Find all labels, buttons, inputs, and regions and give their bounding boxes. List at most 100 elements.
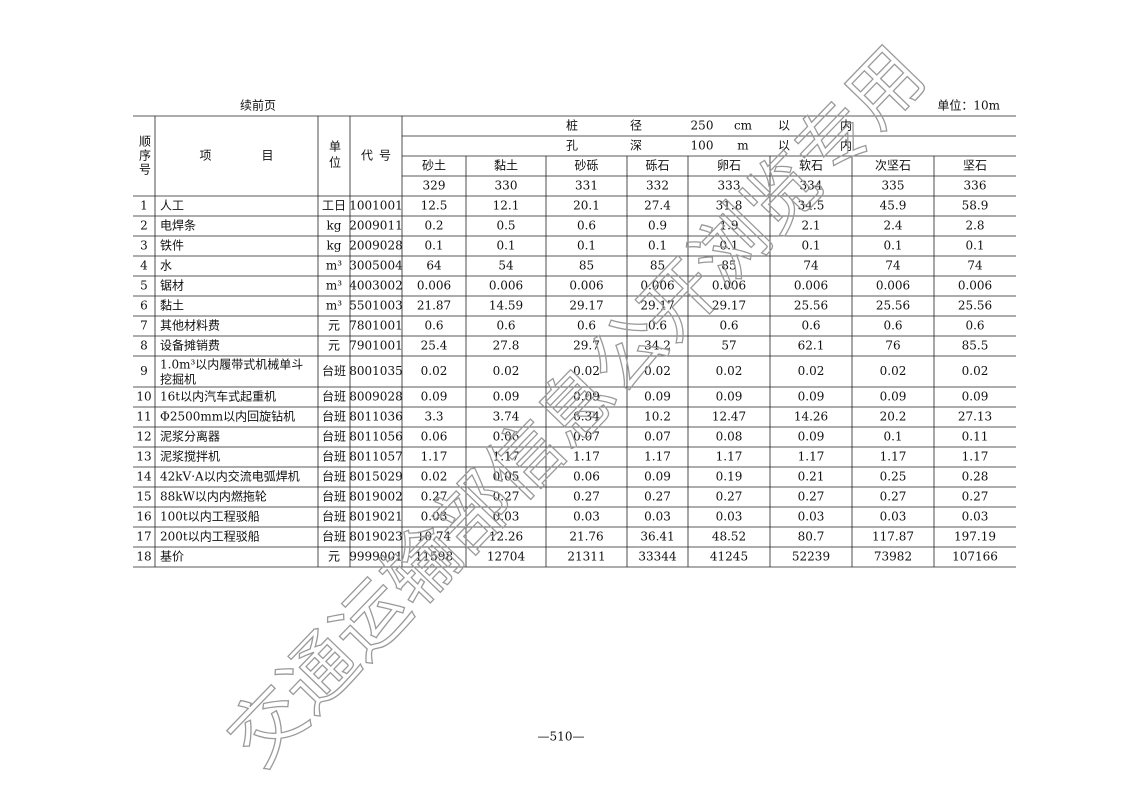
cell: 29.7 bbox=[573, 339, 600, 353]
cell: 29.17 bbox=[712, 299, 746, 313]
cell: 25.56 bbox=[958, 299, 992, 313]
cell-seq: 13 bbox=[136, 450, 151, 464]
cell: 5501003 bbox=[349, 299, 402, 313]
cell: 0.02 bbox=[798, 364, 825, 378]
cell: 0.02 bbox=[573, 364, 600, 378]
cell: 29.17 bbox=[569, 299, 603, 313]
cell: 8019002 bbox=[349, 490, 402, 504]
cell-item: 基价 bbox=[160, 550, 184, 564]
cell: 0.27 bbox=[962, 490, 989, 504]
cell: 0.07 bbox=[644, 430, 671, 444]
cell: 48.52 bbox=[712, 530, 746, 544]
cell: 0.02 bbox=[716, 364, 743, 378]
cell-item: 泥浆搅拌机 bbox=[160, 449, 220, 464]
cell: 25.4 bbox=[421, 339, 448, 353]
cell-item: 黏土 bbox=[160, 299, 184, 313]
cell: 0.27 bbox=[644, 490, 671, 504]
cell: 64 bbox=[426, 259, 442, 273]
cell: 0.09 bbox=[644, 470, 671, 484]
column-header: 次坚石 bbox=[875, 159, 911, 173]
cell-seq: 6 bbox=[140, 299, 148, 313]
cell: 0.09 bbox=[962, 390, 989, 404]
cell: 21.87 bbox=[417, 299, 451, 313]
cell: 25.56 bbox=[794, 299, 828, 313]
cell: 62.1 bbox=[798, 339, 825, 353]
cell-seq: 5 bbox=[140, 279, 148, 293]
cell: 45.9 bbox=[880, 199, 907, 213]
cell: 12.26 bbox=[489, 530, 523, 544]
cell-seq: 16 bbox=[136, 510, 151, 524]
cell: 0.09 bbox=[798, 430, 825, 444]
cell: 0.03 bbox=[962, 510, 989, 524]
cell: 0.02 bbox=[880, 364, 907, 378]
cell: 4003002 bbox=[349, 279, 402, 293]
cell: 25.56 bbox=[876, 299, 910, 313]
cell: 2009011 bbox=[349, 219, 402, 233]
span-header: 内 bbox=[840, 139, 852, 153]
cell: 2.1 bbox=[801, 219, 820, 233]
column-header: 砂砾 bbox=[574, 159, 598, 173]
cell: 0.6 bbox=[577, 319, 596, 333]
column-code: 332 bbox=[646, 179, 669, 193]
cell: 0.11 bbox=[962, 430, 989, 444]
cell: 0.6 bbox=[648, 319, 667, 333]
span-header: 以 bbox=[778, 139, 790, 153]
cell: 0.006 bbox=[640, 279, 674, 293]
cell: 27.8 bbox=[493, 339, 520, 353]
cell: 74 bbox=[803, 259, 819, 273]
cell: 0.1 bbox=[424, 239, 443, 253]
cell: 21311 bbox=[567, 550, 605, 564]
cell-item: 人工 bbox=[160, 199, 184, 213]
cell: 0.09 bbox=[798, 390, 825, 404]
cell: 1.17 bbox=[573, 450, 600, 464]
cell: 0.1 bbox=[965, 239, 984, 253]
cell: 0.6 bbox=[577, 219, 596, 233]
cell: 20.1 bbox=[573, 199, 600, 213]
cell: 0.03 bbox=[798, 510, 825, 524]
cell-item: 泥浆分离器 bbox=[160, 429, 220, 444]
cell: 2.8 bbox=[965, 219, 984, 233]
cell: 12.5 bbox=[421, 199, 448, 213]
cell: 0.006 bbox=[876, 279, 910, 293]
cell: 8001035 bbox=[349, 364, 402, 378]
cell: 0.06 bbox=[573, 470, 600, 484]
cell: 6.34 bbox=[573, 410, 600, 424]
span-header: 孔 bbox=[566, 139, 578, 153]
cell: 54 bbox=[498, 259, 514, 273]
cell-item: 其他材料费 bbox=[160, 319, 220, 333]
cell: 元 bbox=[328, 319, 340, 333]
cell-seq: 9 bbox=[140, 364, 148, 378]
cell: 0.1 bbox=[883, 239, 902, 253]
cell-seq: 17 bbox=[136, 530, 151, 544]
cell: 0.09 bbox=[716, 390, 743, 404]
cell: 197.19 bbox=[954, 530, 996, 544]
cell: 台班 bbox=[322, 509, 346, 524]
cell: 台班 bbox=[322, 449, 346, 464]
column-code: 336 bbox=[964, 179, 987, 193]
cell: 0.06 bbox=[421, 430, 448, 444]
cell: 1.17 bbox=[962, 450, 989, 464]
cell: 20.2 bbox=[880, 410, 907, 424]
cell: 117.87 bbox=[872, 530, 914, 544]
cell-item: 水 bbox=[160, 259, 172, 273]
cell: 85.5 bbox=[962, 339, 989, 353]
cell: 台班 bbox=[322, 469, 346, 484]
cell: 0.1 bbox=[801, 239, 820, 253]
cell: 0.02 bbox=[421, 470, 448, 484]
cell: 8011036 bbox=[349, 410, 402, 424]
span-header: 250 bbox=[691, 119, 714, 133]
continued-label: 续前页 bbox=[240, 98, 276, 113]
cell: 0.02 bbox=[644, 364, 671, 378]
cell: 0.1 bbox=[719, 239, 738, 253]
cell: 1.9 bbox=[719, 219, 738, 233]
cell: 73982 bbox=[874, 550, 912, 564]
cell: 0.02 bbox=[962, 364, 989, 378]
cell: 2009028 bbox=[349, 239, 402, 253]
column-header: 黏土 bbox=[494, 159, 518, 173]
cell: 3.74 bbox=[493, 410, 520, 424]
cell-item: Φ2500mm以内回旋钻机 bbox=[160, 409, 295, 424]
cell: 0.09 bbox=[573, 390, 600, 404]
cell: m³ bbox=[326, 299, 342, 313]
column-header: 砂土 bbox=[422, 159, 446, 173]
cell: 14.59 bbox=[489, 299, 523, 313]
